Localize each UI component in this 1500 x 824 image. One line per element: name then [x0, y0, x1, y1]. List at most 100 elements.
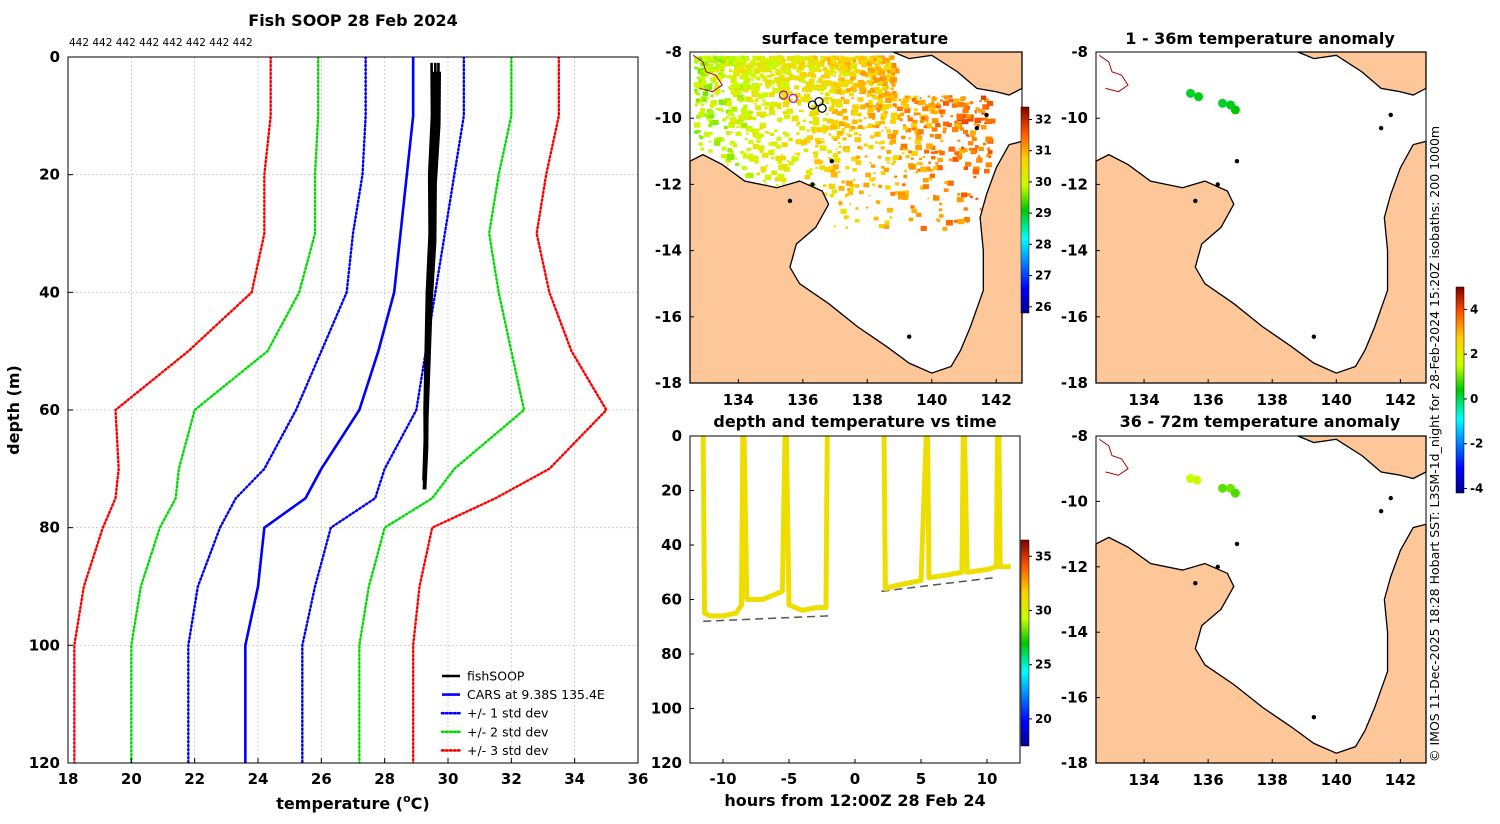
sst-pixel — [887, 103, 892, 108]
sst-pixel — [869, 177, 875, 182]
sst-pixel — [968, 147, 973, 151]
sst-pixel — [804, 56, 811, 61]
sst-pixel — [783, 98, 791, 104]
sst-pixel — [762, 92, 769, 98]
anomaly2-lon-label: 134 — [1128, 771, 1159, 789]
sst-pixel — [892, 103, 897, 107]
ts-x-tick-label: -10 — [709, 770, 736, 788]
sst-pixel — [839, 80, 843, 84]
sst-pixel — [882, 113, 887, 117]
sst-pixel — [929, 134, 934, 138]
sst-pixel — [833, 225, 836, 228]
sst-pixel — [794, 55, 800, 60]
sst-pixel — [742, 154, 748, 159]
sst-pixel — [771, 170, 778, 176]
sst-pixel — [988, 156, 992, 158]
sst-pixel — [764, 106, 768, 110]
sst-pixel — [718, 73, 722, 76]
sst-pixel — [820, 92, 824, 95]
sst-pixel — [825, 113, 829, 116]
sst-pixel — [822, 117, 828, 122]
sst-pixel — [709, 103, 715, 108]
sst-pixel — [889, 77, 897, 83]
sst-pixel — [785, 77, 791, 82]
sst-pixel — [923, 177, 929, 183]
sst-pixel — [883, 224, 890, 229]
sst-pixel — [830, 57, 835, 62]
sst-pixel — [910, 157, 914, 160]
sst-pixel — [696, 82, 704, 88]
sst-pixel — [698, 79, 703, 83]
legend-label: +/- 1 std dev — [467, 706, 549, 721]
sst-pixel — [915, 144, 923, 151]
sst-pixel — [721, 110, 724, 113]
sst-pixel — [782, 101, 790, 108]
sst-pixel — [835, 147, 838, 150]
sst-pixel — [943, 121, 950, 127]
sst-pixel — [703, 84, 710, 89]
sst-pixel — [715, 84, 720, 88]
sst-pixel — [829, 193, 835, 198]
surface-island — [829, 159, 835, 164]
sst-pixel — [729, 140, 735, 146]
sst-pixel — [752, 128, 759, 134]
sst-pixel — [713, 56, 719, 61]
sst-pixel — [875, 141, 879, 144]
sst-pixel — [945, 99, 949, 103]
sst-pixel — [877, 155, 882, 159]
sst-pixel — [764, 183, 768, 186]
sst-pixel — [707, 110, 714, 116]
sst-pixel — [738, 68, 746, 74]
sst-pixel — [890, 55, 895, 59]
sst-pixel — [775, 144, 781, 149]
sst-pixel — [799, 56, 805, 61]
dive-trace — [700, 436, 746, 619]
sst-pixel — [709, 132, 713, 135]
sst-pixel — [761, 103, 765, 106]
sst-pixel — [788, 137, 793, 142]
sst-pixel — [956, 155, 963, 160]
sst-pixel — [857, 112, 862, 117]
sst-pixel — [712, 76, 717, 80]
sst-pixel — [840, 56, 848, 62]
sst-pixel — [790, 63, 796, 68]
sst-pixel — [703, 131, 711, 138]
sst-pixel — [770, 73, 774, 77]
sst-pixel — [770, 101, 778, 108]
sst-pixel — [722, 99, 727, 104]
sst-pixel — [759, 83, 763, 86]
sst-pixel — [967, 141, 974, 146]
sst-pixel — [948, 158, 953, 162]
sst-pixel — [846, 69, 852, 74]
sst-pixel — [698, 57, 703, 61]
sst-pixel — [781, 60, 786, 64]
sst-pixel — [714, 140, 721, 146]
sst-pixel — [878, 184, 883, 188]
sst-pixel — [713, 87, 717, 90]
sst-pixel — [837, 60, 842, 64]
sst-pixel — [702, 91, 709, 96]
anomaly-colorbar-label: 0 — [1470, 392, 1478, 406]
sst-pixel — [693, 122, 701, 128]
sst-pixel — [920, 225, 927, 231]
sst-pixel — [927, 197, 930, 200]
sst-pixel — [953, 219, 958, 223]
anomaly2-lon-label: 136 — [1192, 771, 1223, 789]
sst-pixel — [779, 95, 784, 100]
sst-pixel — [980, 95, 987, 100]
surface-island — [787, 198, 793, 204]
sst-pixel — [831, 189, 838, 194]
surface-title: surface temperature — [762, 29, 949, 48]
sst-pixel — [946, 122, 952, 128]
sst-pixel — [842, 71, 849, 77]
anomaly2-lon-label: 140 — [1321, 771, 1352, 789]
sst-pixel — [851, 156, 858, 162]
sst-pixel — [871, 81, 874, 84]
sst-pixel — [923, 125, 928, 129]
sst-pixel — [931, 155, 936, 160]
x-tick-label: 32 — [501, 770, 522, 788]
surface-lat-label: -12 — [655, 175, 682, 193]
sst-pixel — [708, 56, 711, 59]
sst-pixel — [978, 109, 983, 113]
sst-pixel — [772, 62, 779, 68]
